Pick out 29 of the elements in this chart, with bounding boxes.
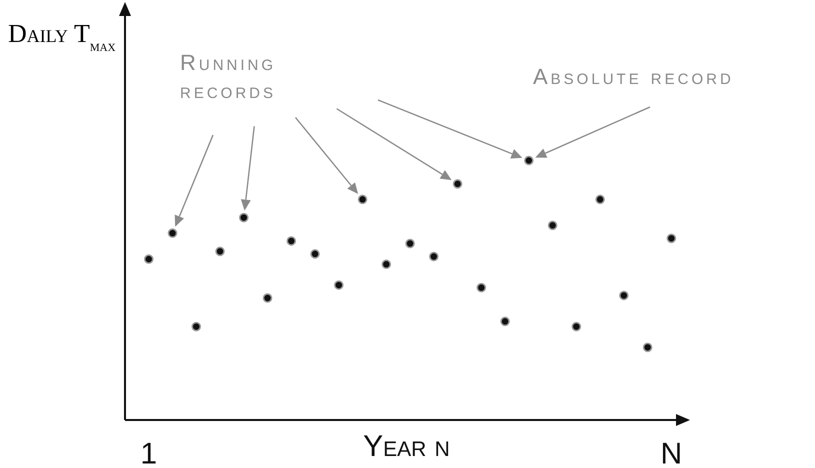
point [286, 236, 296, 246]
point [382, 260, 392, 270]
point [572, 322, 582, 332]
point [524, 156, 534, 166]
point [548, 220, 558, 230]
point [262, 293, 272, 303]
point [310, 249, 320, 259]
x-tick-label: N [660, 437, 682, 468]
point [666, 234, 676, 244]
point [215, 246, 225, 256]
point [595, 194, 605, 204]
text: Absolute record [533, 64, 734, 89]
text: Running records [180, 50, 276, 103]
point [452, 179, 462, 189]
point [192, 322, 202, 332]
point [405, 238, 415, 248]
point [144, 254, 154, 264]
point [500, 316, 510, 326]
point [358, 194, 368, 204]
point [429, 252, 439, 262]
point [334, 280, 344, 290]
x-tick-label: 1 [140, 437, 158, 468]
point [239, 212, 249, 222]
x-axis-title: Year n [363, 430, 450, 463]
point [168, 228, 178, 238]
point [619, 290, 629, 300]
point [642, 342, 652, 352]
point [476, 282, 486, 292]
y-axis-title: Daily T$_{max}$ [8, 19, 116, 54]
